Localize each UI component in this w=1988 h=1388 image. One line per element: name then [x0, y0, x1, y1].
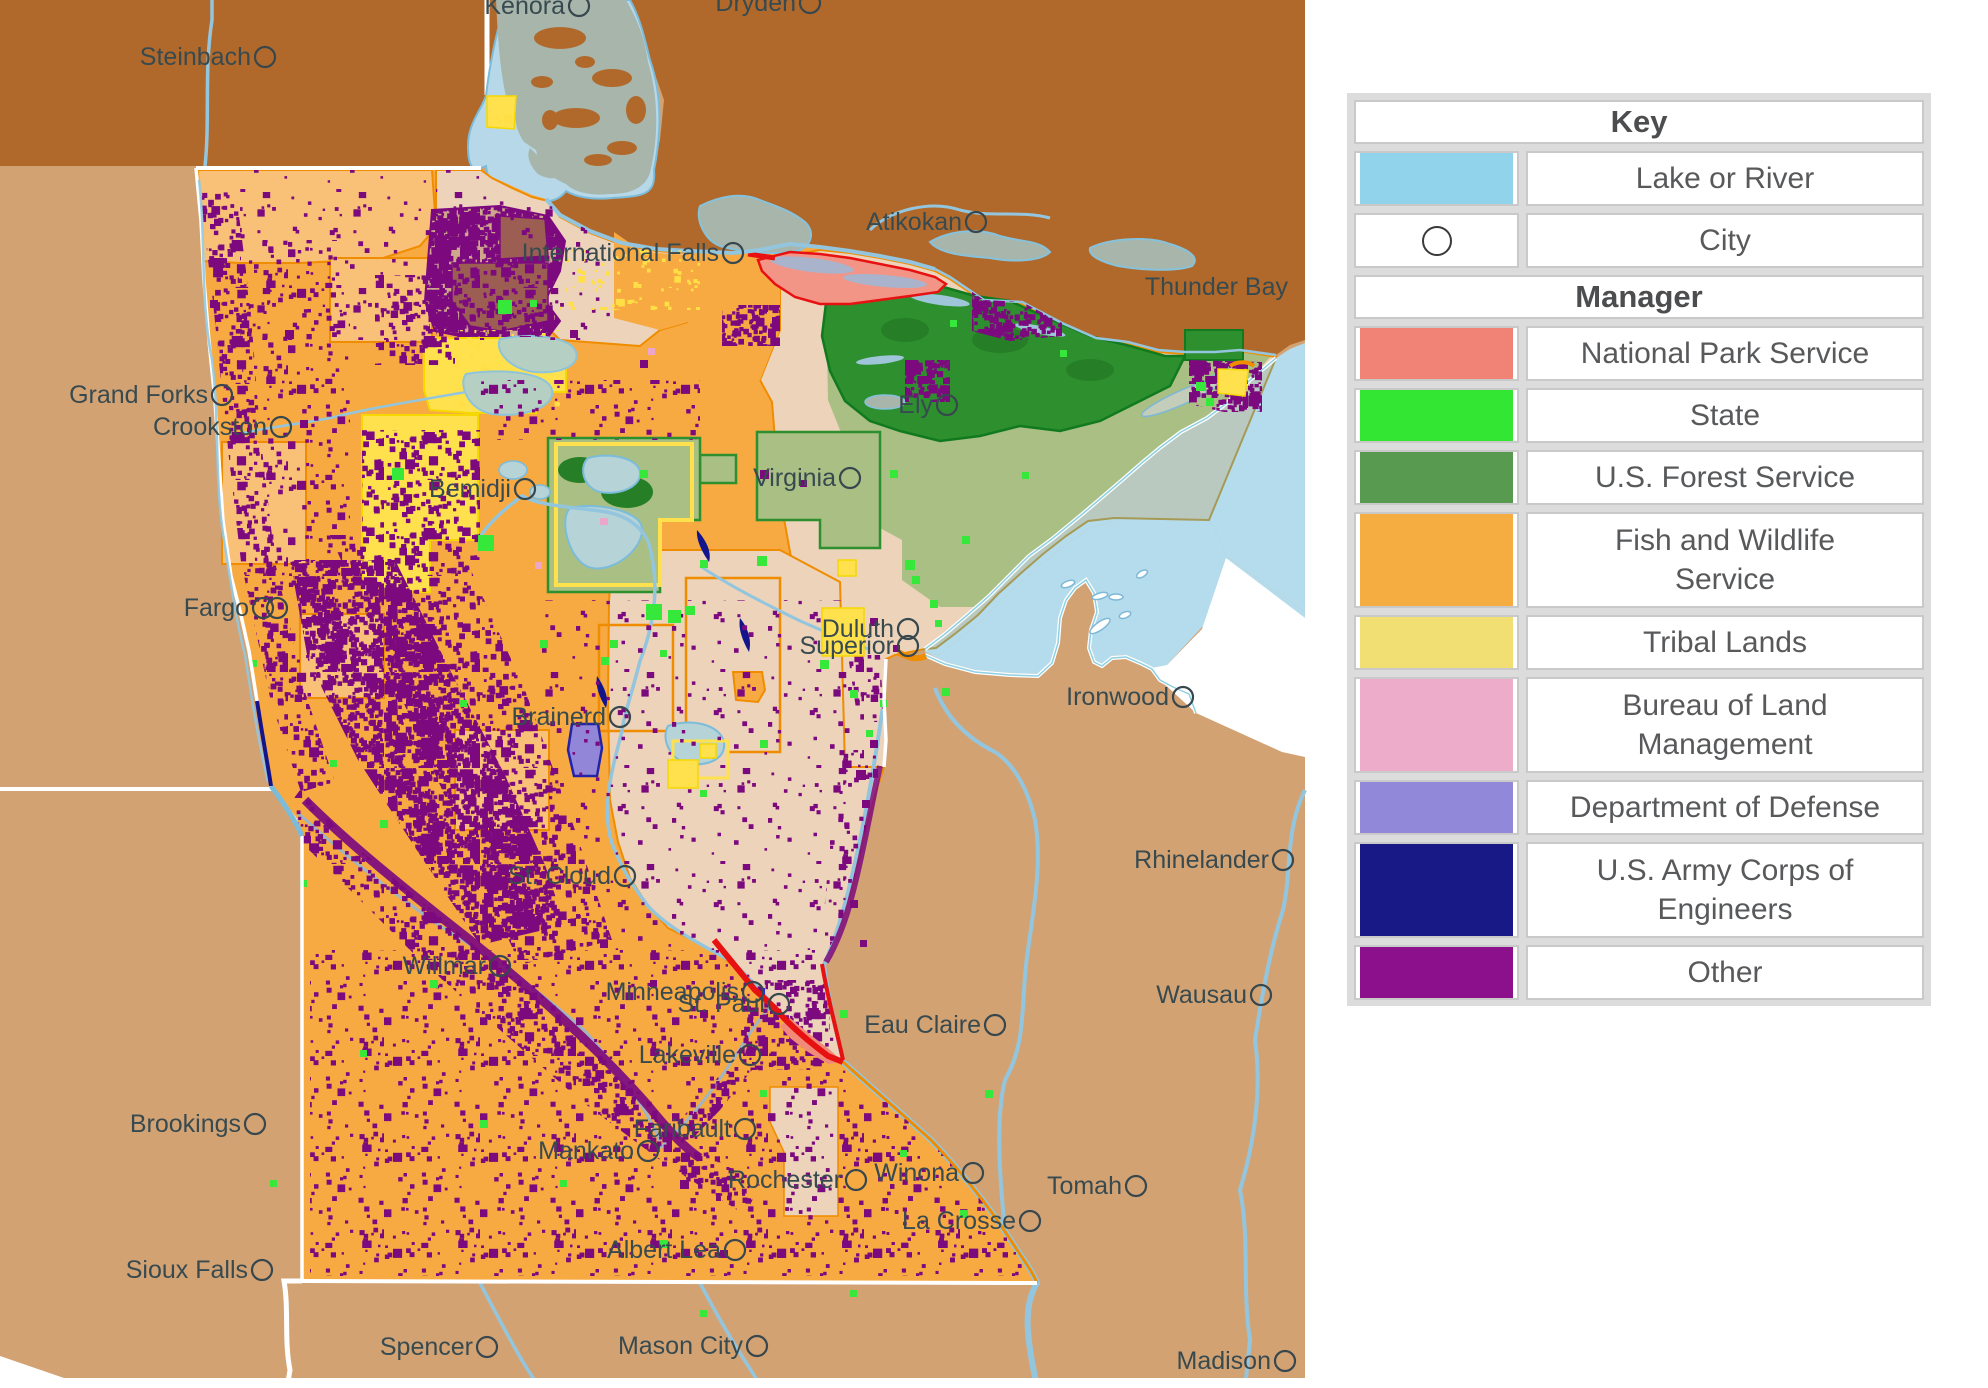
svg-text:Mason City: Mason City: [618, 1332, 744, 1360]
svg-text:Wausau: Wausau: [1156, 981, 1247, 1009]
svg-text:Madison: Madison: [1177, 1347, 1272, 1375]
svg-text:Albert Lea: Albert Lea: [607, 1236, 721, 1264]
svg-text:Rhinelander: Rhinelander: [1134, 846, 1269, 874]
svg-text:St. Paul: St. Paul: [677, 990, 765, 1018]
svg-text:Virginia: Virginia: [753, 464, 836, 492]
svg-text:Mankato: Mankato: [538, 1137, 634, 1165]
svg-text:Grand Forks: Grand Forks: [69, 381, 208, 409]
svg-text:Duluth: Duluth: [822, 615, 894, 643]
svg-text:Winona: Winona: [874, 1159, 959, 1187]
svg-text:Thunder Bay: Thunder Bay: [1145, 273, 1289, 301]
svg-text:Willmar: Willmar: [403, 952, 486, 980]
svg-text:Sioux Falls: Sioux Falls: [126, 1256, 248, 1284]
svg-text:International Falls: International Falls: [522, 239, 719, 267]
svg-text:Superior: Superior: [800, 632, 895, 660]
svg-text:Faribault: Faribault: [634, 1115, 731, 1143]
svg-text:Eau Claire: Eau Claire: [864, 1011, 981, 1039]
svg-text:Crookston: Crookston: [153, 413, 267, 441]
svg-text:Dryden: Dryden: [715, 0, 796, 17]
svg-text:Rochester: Rochester: [728, 1166, 842, 1194]
svg-text:Kenora: Kenora: [484, 0, 565, 20]
svg-text:Brookings: Brookings: [130, 1110, 241, 1138]
svg-text:Atikokan: Atikokan: [866, 208, 962, 236]
svg-text:Steinbach: Steinbach: [140, 43, 251, 71]
svg-text:Brainerd: Brainerd: [512, 703, 607, 731]
svg-text:Lakeville: Lakeville: [639, 1041, 736, 1069]
svg-text:St. Cloud: St. Cloud: [508, 862, 611, 890]
svg-text:Spencer: Spencer: [380, 1333, 473, 1361]
svg-text:La Crosse: La Crosse: [902, 1207, 1016, 1235]
svg-text:Tomah: Tomah: [1047, 1172, 1122, 1200]
svg-text:Minneapolis: Minneapolis: [606, 978, 739, 1006]
svg-text:Ironwood: Ironwood: [1066, 683, 1169, 711]
svg-text:Ely: Ely: [898, 391, 933, 419]
svg-text:Bemidji: Bemidji: [429, 475, 511, 503]
svg-text:Fargo: Fargo: [184, 594, 249, 622]
